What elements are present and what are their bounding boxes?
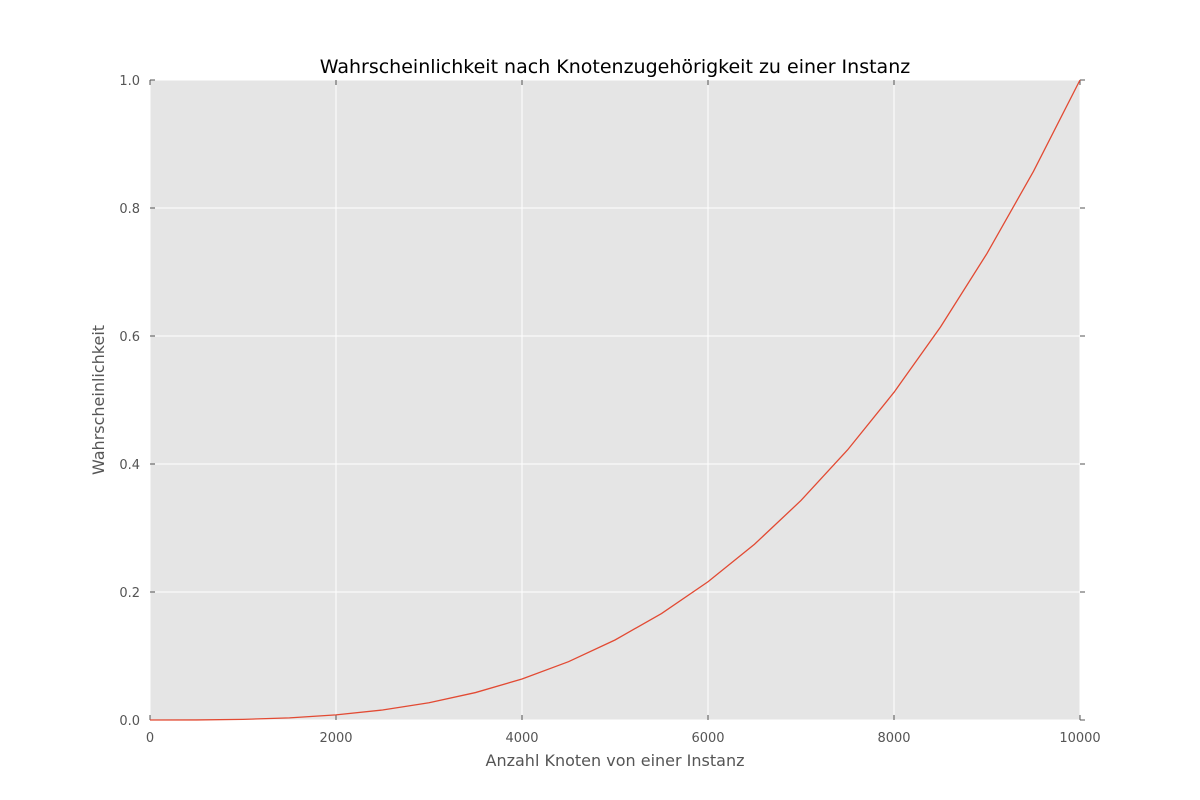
y-tick-label: 0.8 — [119, 202, 140, 217]
series-line — [149, 79, 1081, 721]
x-tick-label: 4000 — [505, 731, 538, 746]
x-tick-label: 2000 — [319, 731, 352, 746]
x-axis-label: Anzahl Knoten von einer Instanz — [486, 751, 745, 770]
x-tick-label: 0 — [146, 731, 154, 746]
y-tick-label: 0.6 — [119, 330, 140, 345]
y-tick-label: 0.2 — [119, 586, 140, 601]
y-axis-label: Wahrscheinlichkeit — [89, 325, 108, 475]
axis-ticks: 0 2000 4000 6000 8000 10000 0.0 0.2 0.4 0.6 0.8 1.0 — [119, 74, 1100, 746]
x-tick-label: 10000 — [1059, 731, 1100, 746]
x-tick-label: 8000 — [877, 731, 910, 746]
grid — [149, 79, 1081, 721]
y-tick-label: 0.4 — [119, 458, 140, 473]
plot-area — [150, 80, 1080, 720]
y-tick-label: 0.0 — [119, 714, 140, 729]
chart-title: Wahrscheinlichkeit nach Knotenzugehörigk… — [320, 56, 910, 78]
y-tick-label: 1.0 — [119, 74, 140, 89]
x-tick-label: 6000 — [691, 731, 724, 746]
